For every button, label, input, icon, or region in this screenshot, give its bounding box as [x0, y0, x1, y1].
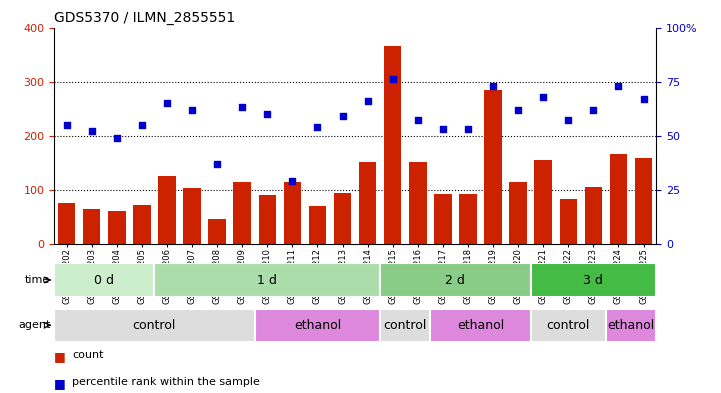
Text: 0 d: 0 d — [94, 274, 114, 286]
Point — [487, 83, 499, 89]
Bar — [54, 263, 154, 297]
Text: ethanol: ethanol — [294, 319, 341, 332]
Bar — [359, 162, 376, 244]
Bar — [334, 193, 351, 244]
Point — [262, 111, 273, 117]
Text: percentile rank within the sample: percentile rank within the sample — [72, 377, 260, 387]
Bar — [531, 309, 606, 342]
Text: control: control — [133, 319, 176, 332]
Point — [362, 98, 373, 104]
Bar — [108, 211, 125, 244]
Bar — [158, 176, 176, 244]
Bar — [259, 195, 276, 244]
Bar — [384, 46, 402, 244]
Bar — [409, 162, 427, 244]
Bar — [485, 90, 502, 244]
Bar — [531, 263, 656, 297]
Bar — [559, 199, 577, 244]
Bar — [83, 209, 100, 244]
Bar — [380, 263, 531, 297]
Bar — [234, 182, 251, 244]
Text: time: time — [25, 275, 50, 285]
Text: count: count — [72, 350, 104, 360]
Bar — [430, 309, 531, 342]
Bar — [255, 309, 380, 342]
Text: ethanol: ethanol — [457, 319, 504, 332]
Bar — [509, 182, 527, 244]
Bar — [58, 203, 76, 244]
Bar — [606, 309, 656, 342]
Bar — [610, 154, 627, 244]
Bar — [183, 188, 201, 244]
Bar — [534, 160, 552, 244]
Point — [462, 126, 474, 132]
Bar — [585, 187, 602, 244]
Point — [562, 117, 574, 123]
Point — [588, 107, 599, 113]
Text: ■: ■ — [54, 350, 66, 363]
Bar — [133, 205, 151, 244]
Text: 3 d: 3 d — [583, 274, 603, 286]
Bar — [380, 309, 430, 342]
Bar — [54, 309, 255, 342]
Point — [311, 124, 323, 130]
Point — [186, 107, 198, 113]
Bar — [309, 206, 326, 244]
Text: control: control — [547, 319, 590, 332]
Point — [387, 76, 399, 83]
Point — [236, 104, 248, 110]
Bar — [434, 194, 451, 244]
Bar — [154, 263, 380, 297]
Point — [287, 178, 298, 184]
Text: control: control — [384, 319, 427, 332]
Point — [111, 134, 123, 141]
Point — [537, 94, 549, 100]
Text: 1 d: 1 d — [257, 274, 278, 286]
Text: ethanol: ethanol — [607, 319, 655, 332]
Text: GDS5370 / ILMN_2855551: GDS5370 / ILMN_2855551 — [54, 11, 235, 25]
Point — [337, 113, 348, 119]
Bar — [208, 219, 226, 244]
Text: 2 d: 2 d — [446, 274, 465, 286]
Point — [437, 126, 448, 132]
Point — [136, 121, 148, 128]
Point — [412, 117, 423, 123]
Bar — [283, 182, 301, 244]
Bar — [459, 194, 477, 244]
Point — [86, 128, 97, 134]
Point — [211, 160, 223, 167]
Point — [613, 83, 624, 89]
Text: ■: ■ — [54, 377, 66, 390]
Point — [61, 121, 72, 128]
Point — [162, 100, 173, 106]
Point — [638, 95, 650, 102]
Bar — [634, 158, 653, 244]
Text: agent: agent — [18, 320, 50, 330]
Point — [513, 107, 524, 113]
